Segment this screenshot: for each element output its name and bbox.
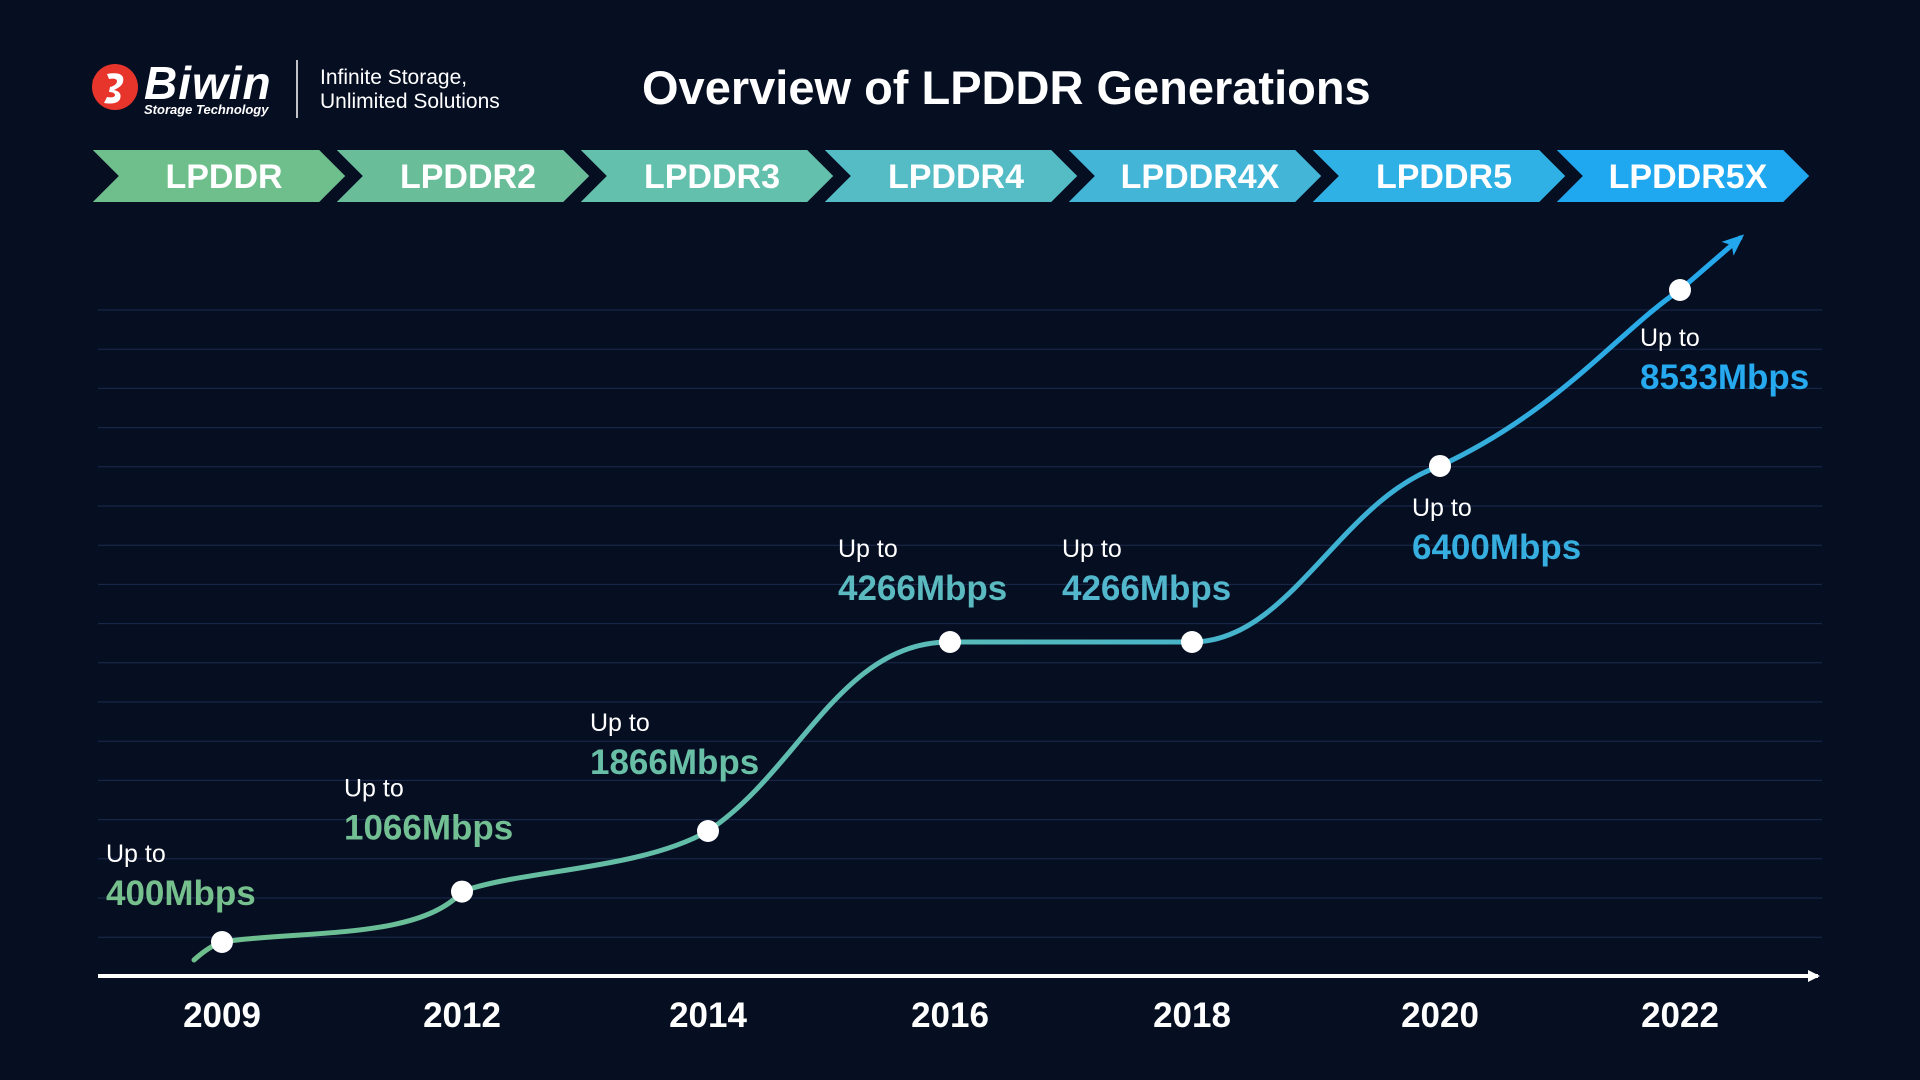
generation-chevron	[1303, 146, 1571, 206]
gridlines	[98, 309, 1822, 938]
data-label-prefix: Up to	[838, 535, 898, 563]
generation-chevron	[1059, 146, 1327, 206]
data-label-prefix: Up to	[106, 840, 166, 868]
brand-name: Biwin	[144, 57, 272, 109]
tagline-line-2: Unlimited Solutions	[320, 90, 500, 113]
generation-label: LPDDR	[165, 158, 282, 196]
generation-label: LPDDR5X	[1609, 158, 1768, 196]
tagline-line-1: Infinite Storage,	[320, 66, 468, 89]
data-label-value: 400Mbps	[106, 874, 256, 913]
data-label-value: 1866Mbps	[590, 743, 759, 782]
brand-tagline: Infinite Storage, Unlimited Solutions	[320, 66, 500, 114]
generation-label: LPDDR4	[888, 158, 1024, 196]
generation-chevron	[571, 146, 839, 206]
data-point	[1669, 279, 1691, 301]
data-point	[211, 931, 233, 953]
data-point	[697, 820, 719, 842]
data-label-prefix: Up to	[1412, 494, 1472, 522]
x-axis: 2009 2012 2014 2016 2018 2020 2022	[98, 970, 1820, 1035]
data-label-prefix: Up to	[344, 775, 404, 803]
data-label-value: 4266Mbps	[1062, 569, 1231, 608]
generation-chevron	[815, 146, 1083, 206]
generation-chevron	[1547, 146, 1815, 206]
speed-line-path	[191, 234, 1745, 963]
data-point	[1181, 631, 1203, 653]
generation-label: LPDDR4X	[1121, 158, 1280, 196]
generation-banner: LPDDR LPDDR2 LPDDR3 LPDDR4 LPDDR4X LPDDR5 LPDD…	[83, 146, 1815, 206]
data-point	[451, 880, 473, 903]
speed-line	[191, 234, 1745, 963]
x-tick-label: 2009	[183, 996, 261, 1035]
data-label-value: 6400Mbps	[1412, 528, 1581, 567]
x-tick-label: 2012	[423, 996, 501, 1035]
data-points	[211, 279, 1691, 953]
data-point	[939, 631, 961, 653]
x-tick-label: 2016	[911, 996, 989, 1035]
biwin-logo-icon	[92, 64, 138, 110]
data-label-prefix: Up to	[590, 709, 650, 737]
generation-chevron	[327, 146, 595, 206]
page-title: Overview of LPDDR Generations	[642, 61, 1371, 114]
data-label-value: 1066Mbps	[344, 809, 513, 848]
generation-chevron	[83, 146, 351, 206]
generation-label: LPDDR3	[644, 158, 780, 196]
generation-label: LPDDR2	[400, 158, 536, 196]
x-tick-label: 2020	[1401, 996, 1479, 1035]
data-label-value: 8533Mbps	[1640, 358, 1809, 397]
data-label-value: 4266Mbps	[838, 569, 1007, 608]
x-tick-label: 2022	[1641, 996, 1719, 1035]
logo-divider	[296, 60, 298, 118]
data-point	[1429, 454, 1451, 477]
brand-subtitle: Storage Technology	[144, 102, 269, 117]
x-tick-label: 2014	[669, 996, 747, 1035]
data-label-prefix: Up to	[1062, 535, 1122, 563]
generation-label: LPDDR5	[1376, 158, 1512, 196]
data-labels: Up to 400Mbps Up to 1066Mbps Up to 1866Mbps Up…	[106, 324, 1809, 913]
x-tick-label: 2018	[1153, 996, 1231, 1035]
data-label-prefix: Up to	[1640, 324, 1700, 352]
